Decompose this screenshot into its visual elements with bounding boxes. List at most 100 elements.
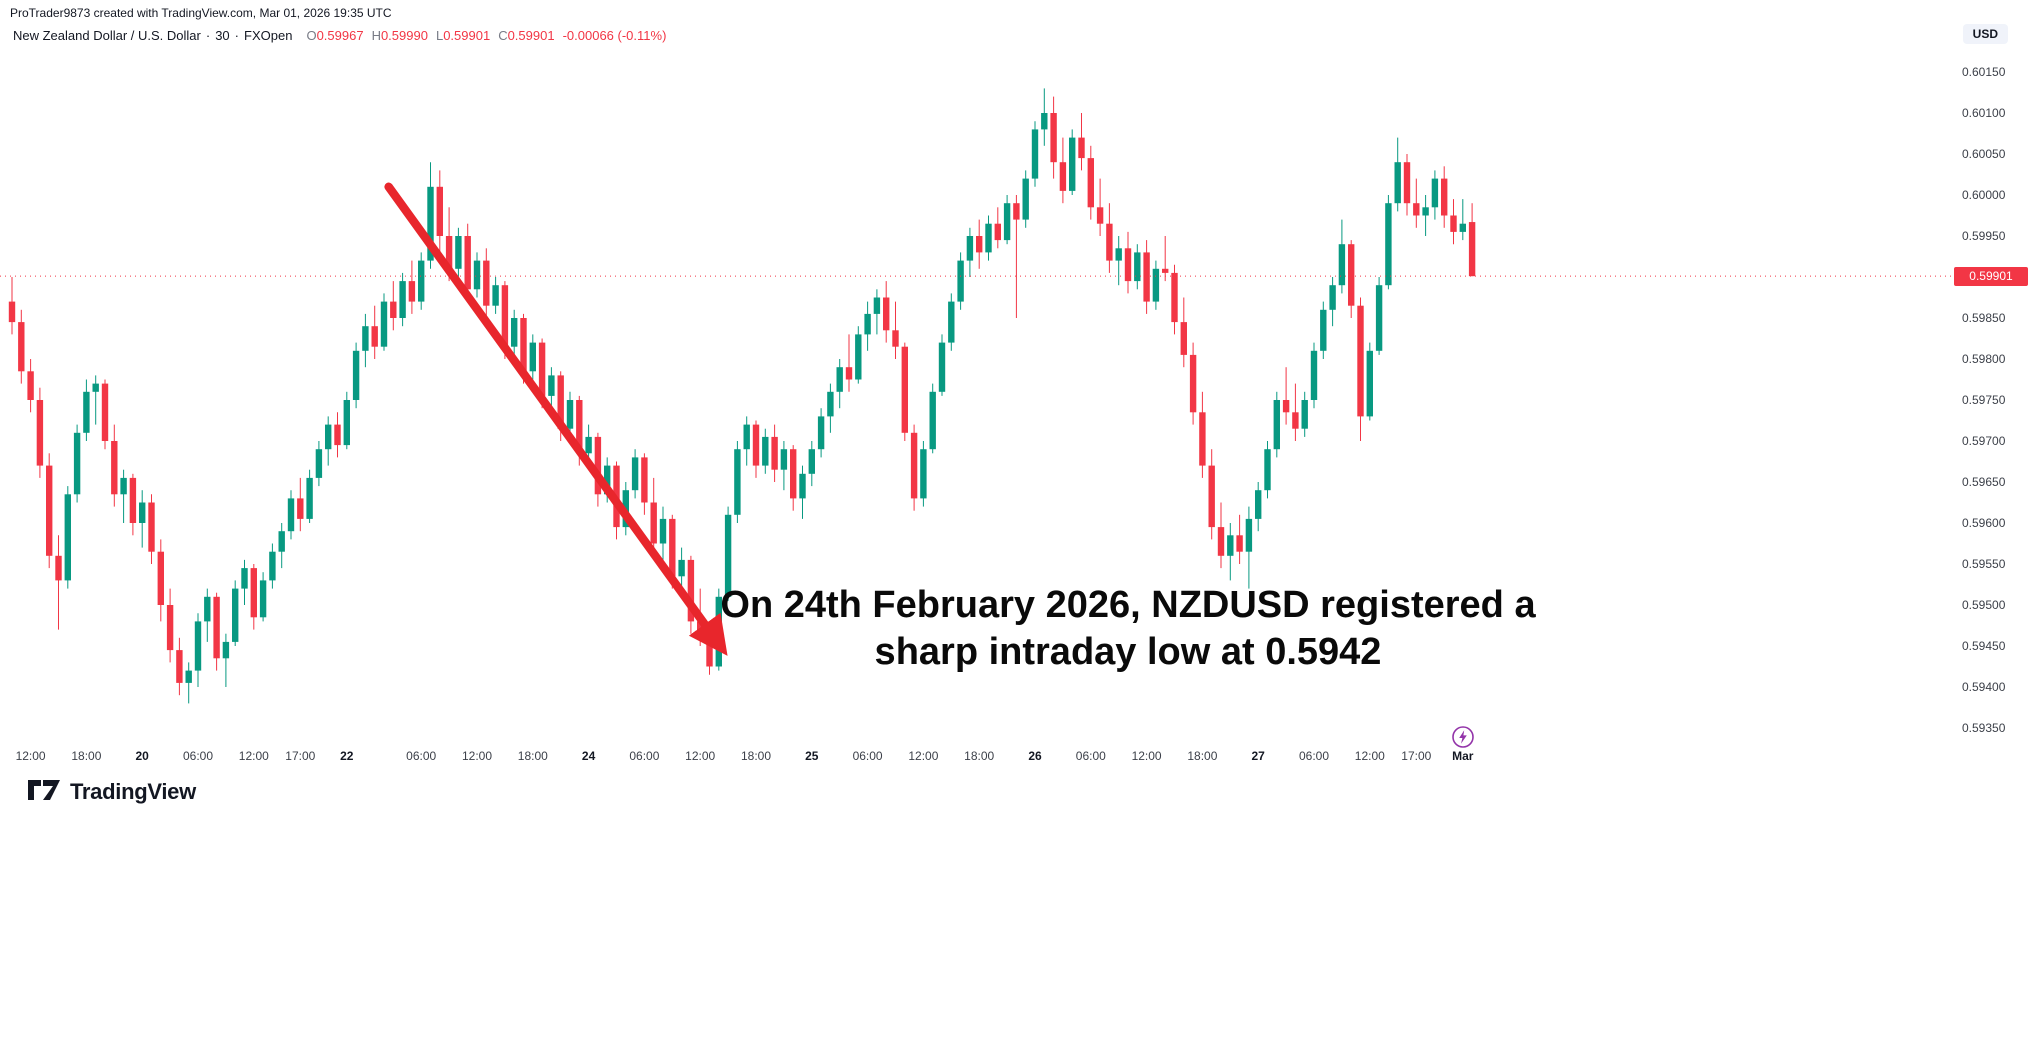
tradingview-logo-text[interactable]: TradingView: [70, 778, 196, 804]
time-label-major: 27: [1251, 749, 1265, 763]
candle: [436, 170, 443, 253]
candle: [315, 441, 323, 487]
candle: [343, 391, 350, 450]
candle: [380, 293, 388, 351]
candle: [1031, 121, 1039, 187]
change-value: -0.00066 (-0.11%): [562, 28, 667, 43]
candle: [111, 424, 118, 507]
callout-line2: sharp intraday low at 0.5942: [874, 631, 1382, 673]
price-tick-label: 0.59850: [1962, 311, 2006, 325]
candle: [1394, 137, 1401, 212]
candle: [1450, 199, 1457, 245]
candle: [966, 227, 974, 277]
candle: [901, 342, 908, 441]
time-label-major: 20: [135, 749, 149, 763]
price-tick-label: 0.60150: [1962, 65, 2006, 79]
candle: [780, 441, 788, 491]
candle: [269, 543, 276, 589]
candle: [1338, 219, 1346, 294]
candle: [455, 227, 462, 277]
candle: [1003, 195, 1011, 245]
candle: [650, 477, 657, 556]
candle: [1292, 383, 1299, 441]
candle: [18, 309, 25, 384]
ohlc-key-O: O: [306, 28, 317, 43]
legend-separator: ·: [234, 28, 240, 43]
time-label: 18:00: [1187, 749, 1218, 763]
candle: [566, 391, 574, 437]
currency-toggle[interactable]: USD: [1962, 24, 2008, 44]
time-label: 12:00: [685, 749, 716, 763]
price-tick-label: 0.59800: [1962, 352, 2006, 366]
candle: [938, 334, 946, 396]
candle: [827, 383, 834, 433]
price-tick-label: 0.59550: [1962, 557, 2006, 571]
candle: [92, 375, 99, 425]
time-label-major: 26: [1028, 749, 1042, 763]
ohlc-value-O: 0.59967: [316, 28, 364, 43]
time-label: 18:00: [517, 749, 548, 763]
time-label-major: 22: [340, 749, 354, 763]
tradingview-logo-icon[interactable]: [27, 776, 61, 807]
time-label: 12:00: [1354, 749, 1385, 763]
legend-separator: ·: [205, 28, 211, 43]
ohlc-value-C: 0.59901: [507, 28, 555, 43]
candle: [1152, 260, 1160, 310]
time-label: 18:00: [740, 749, 772, 763]
callout-line1: On 24th February 2026, NZDUSD registered…: [720, 584, 1536, 626]
candle: [548, 367, 555, 413]
candle: [948, 293, 955, 351]
candle: [83, 379, 90, 441]
price-tick-label: 0.60050: [1962, 147, 2006, 161]
candle: [734, 441, 741, 523]
candle: [1050, 96, 1057, 179]
candle: [371, 305, 378, 359]
candle: [325, 416, 332, 466]
footer: TradingView: [27, 776, 196, 807]
candle: [166, 588, 174, 663]
candle: [790, 445, 797, 511]
candle: [64, 486, 71, 589]
candle: [1162, 236, 1169, 282]
time-label: 06:00: [1298, 749, 1330, 763]
price-tick-label: 0.59650: [1962, 475, 2006, 489]
price-tick-label: 0.59350: [1962, 721, 2006, 735]
candle: [176, 637, 183, 696]
price-tick-label: 0.59750: [1962, 393, 2006, 407]
candle: [1468, 203, 1476, 277]
candle: [1069, 129, 1076, 195]
candle: [73, 424, 81, 503]
candle: [799, 465, 806, 519]
candle: [148, 494, 155, 564]
price-tick-label: 0.60000: [1962, 188, 2006, 202]
price-tick-label: 0.59600: [1962, 516, 2006, 530]
lightning-icon[interactable]: [1451, 725, 1475, 749]
candle: [1366, 342, 1373, 421]
candle: [1282, 367, 1290, 425]
candle: [1301, 391, 1308, 437]
candle: [1385, 195, 1392, 290]
candle: [957, 252, 964, 310]
candle: [687, 555, 695, 634]
candle: [232, 580, 239, 646]
ohlc-key-L: L: [435, 28, 444, 43]
candle: [222, 633, 230, 687]
attribution-text: ProTrader9873 created with TradingView.c…: [10, 6, 392, 20]
candle: [1124, 231, 1132, 294]
candle: [1041, 88, 1048, 146]
candle: [390, 281, 397, 331]
candle: [1059, 137, 1067, 204]
price-tick-label: 0.59500: [1962, 598, 2006, 612]
candle: [483, 248, 490, 318]
candle: [27, 359, 34, 413]
candle: [1441, 166, 1448, 228]
candle: [241, 559, 248, 605]
candle: [836, 359, 843, 409]
candle: [1255, 482, 1262, 532]
candle: [259, 572, 267, 622]
candle: [659, 506, 667, 560]
time-label: 12:00: [238, 749, 269, 763]
candle: [1217, 502, 1225, 569]
time-label: 06:00: [852, 749, 883, 763]
